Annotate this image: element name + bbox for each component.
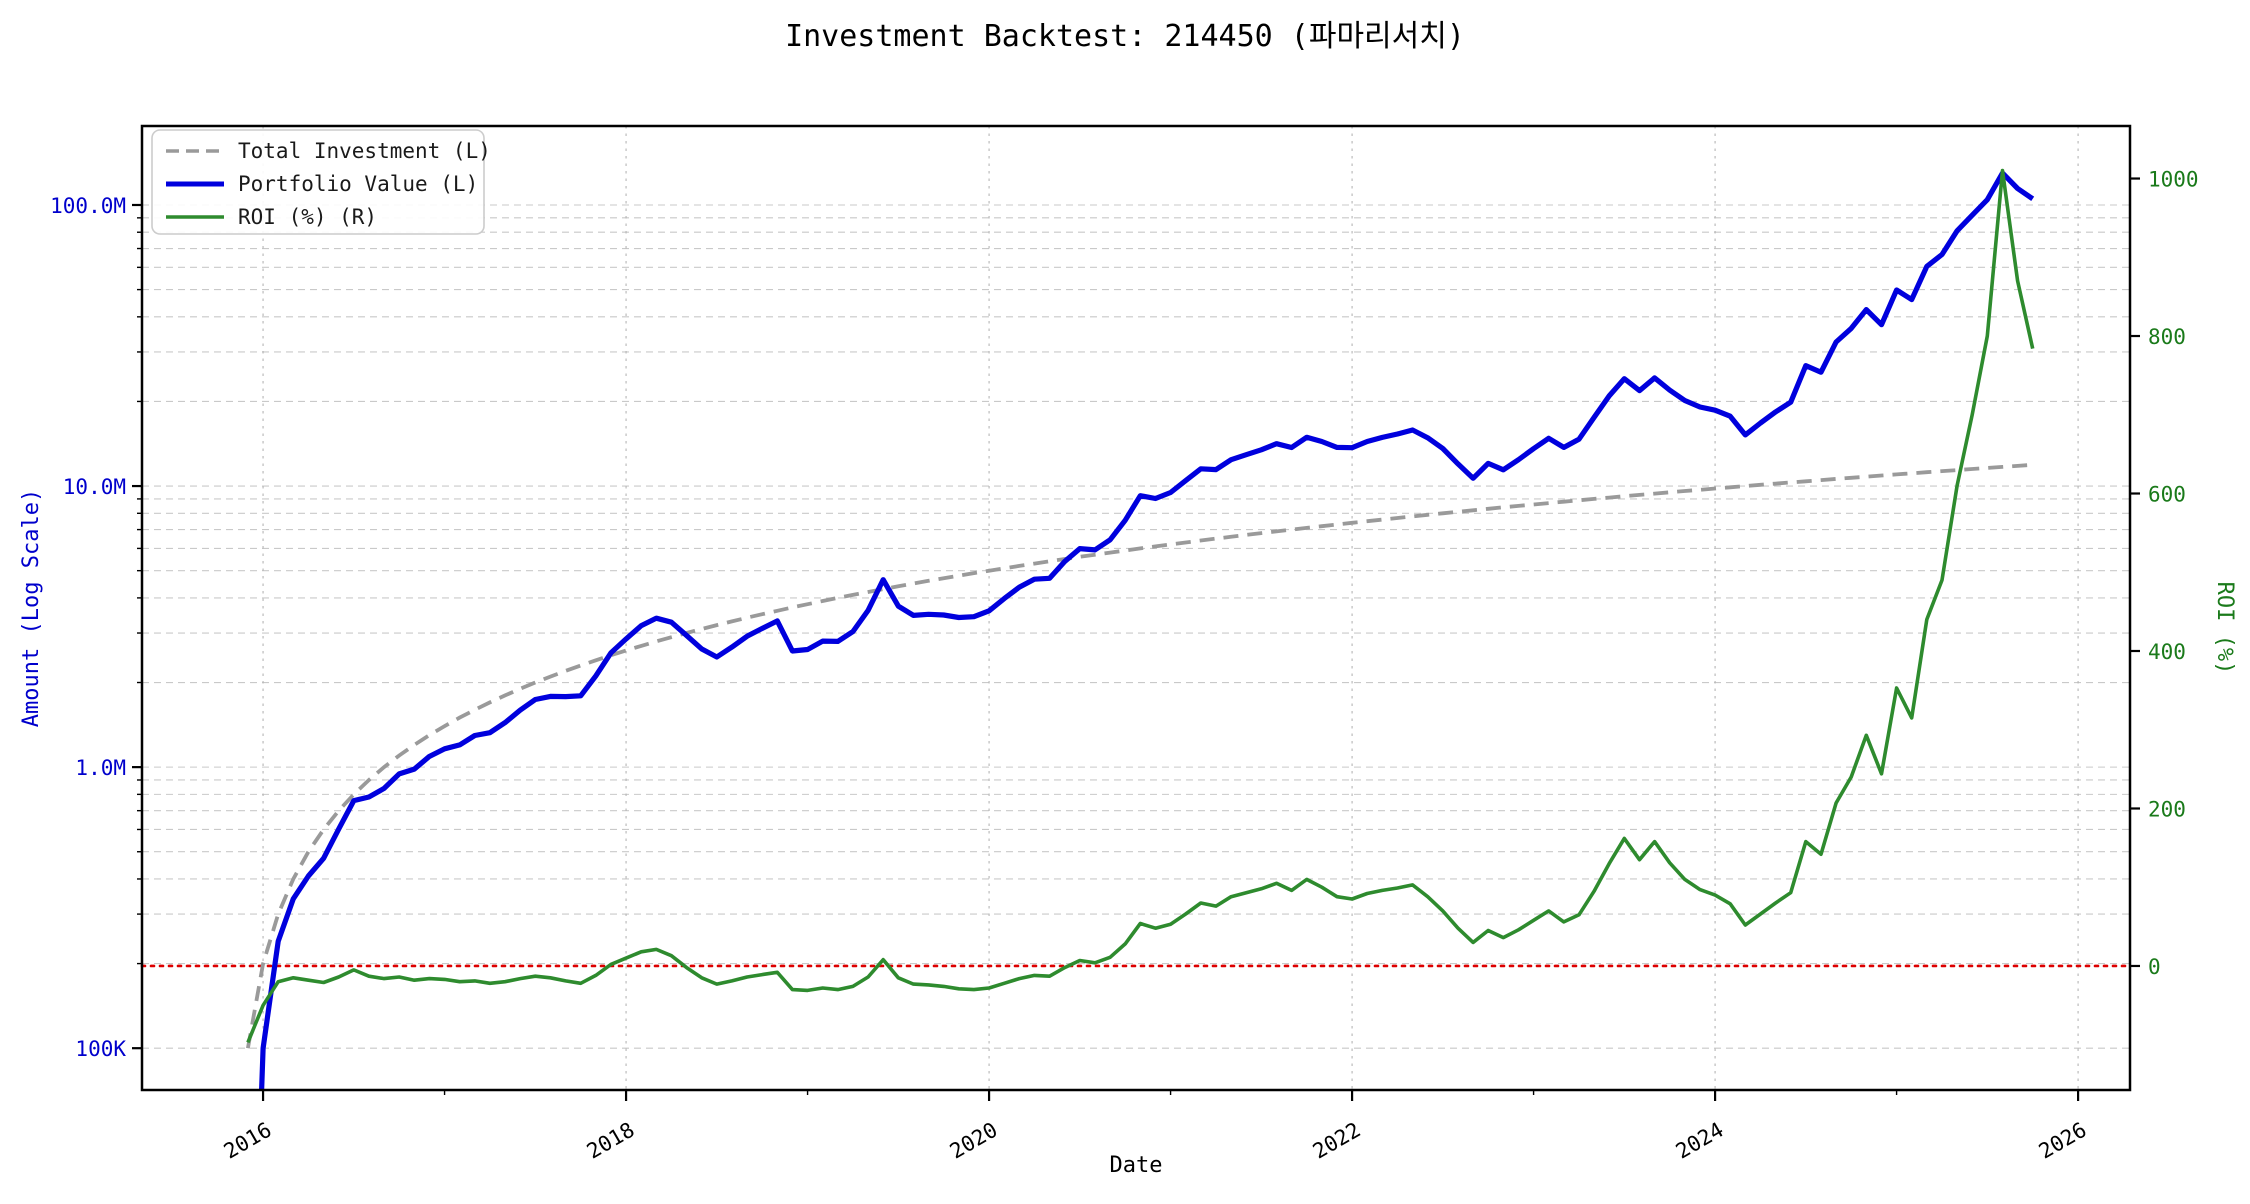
plot-border xyxy=(140,124,2132,1092)
svg-text:100.0M: 100.0M xyxy=(50,194,126,218)
svg-text:2026: 2026 xyxy=(2035,1118,2091,1164)
legend-box xyxy=(151,129,485,235)
portfolio-value-line xyxy=(259,170,2035,1090)
svg-text:400: 400 xyxy=(2148,640,2186,664)
svg-text:2018: 2018 xyxy=(583,1118,639,1164)
total-investment-line xyxy=(246,462,2033,1049)
svg-text:100K: 100K xyxy=(75,1037,126,1061)
roi-line xyxy=(246,168,2035,1044)
svg-text:1000: 1000 xyxy=(2148,168,2199,192)
svg-text:2024: 2024 xyxy=(1672,1118,1728,1164)
svg-text:600: 600 xyxy=(2148,483,2186,507)
grid-lines xyxy=(142,126,2130,1090)
svg-text:2016: 2016 xyxy=(220,1118,276,1164)
x-axis-label: Date xyxy=(1110,1153,1163,1178)
chart-title: Investment Backtest: 214450 (파마리서치) xyxy=(785,19,1465,54)
svg-text:200: 200 xyxy=(2148,797,2186,821)
legend: Total Investment (L) Portfolio Value (L)… xyxy=(151,129,491,235)
legend-label-portfolio-value: Portfolio Value (L) xyxy=(238,172,478,196)
svg-text:10.0M: 10.0M xyxy=(63,475,126,499)
y-axis-right-label: ROI (%) xyxy=(2212,582,2237,675)
y-axis-left-label: Amount (Log Scale) xyxy=(19,489,44,727)
svg-text:2020: 2020 xyxy=(946,1118,1002,1164)
svg-text:800: 800 xyxy=(2148,325,2186,349)
svg-text:1.0M: 1.0M xyxy=(75,756,126,780)
legend-label-roi: ROI (%) (R) xyxy=(238,205,377,229)
svg-text:2022: 2022 xyxy=(1309,1118,1365,1164)
svg-text:0: 0 xyxy=(2148,955,2161,979)
legend-label-total-investment: Total Investment (L) xyxy=(238,139,491,163)
axis-ticks xyxy=(132,177,2140,1101)
series-lines xyxy=(246,168,2035,1090)
